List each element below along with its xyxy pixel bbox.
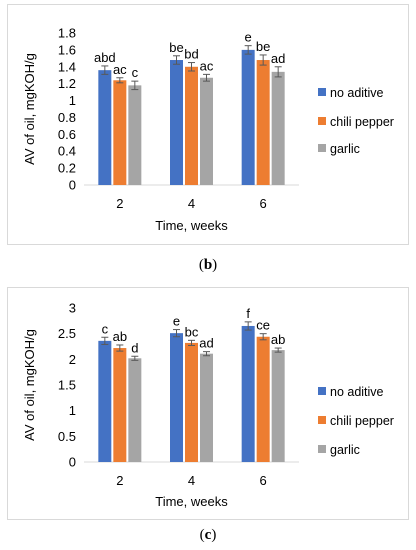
y-tick-label-b-7: 1.4 bbox=[58, 59, 76, 74]
chart-panel-c: 0 0.5 1 1.5 2 2.5 3 2 c ab d 4 e bc ad 6 f ce ab Time, week… bbox=[7, 287, 409, 520]
bar-b-0-2 bbox=[241, 49, 255, 186]
bar-b-1-0 bbox=[113, 80, 127, 185]
y-tick-label-b-4: 0.8 bbox=[58, 110, 76, 125]
bar-c-2-1 bbox=[200, 353, 213, 462]
y-tick-label-c-0: 0 bbox=[69, 455, 76, 470]
data-label-c-2-2: ab bbox=[271, 332, 285, 347]
legend-label-c-0: no aditive bbox=[330, 385, 384, 399]
bar-b-1-2 bbox=[256, 60, 270, 186]
bar-b-0-0 bbox=[98, 70, 112, 185]
caption-b: (b) bbox=[198, 257, 218, 273]
legend-label-b-1: chili pepper bbox=[330, 115, 394, 129]
data-label-c-0-2: f bbox=[246, 306, 250, 321]
data-label-b-1-2: be bbox=[256, 39, 270, 54]
bar-c-1-0 bbox=[113, 348, 127, 462]
caption-c-letter: c bbox=[204, 527, 212, 543]
legend-label-c-2: garlic bbox=[330, 443, 360, 457]
y-axis-title-b: AV of oil, mgKOH/g bbox=[22, 53, 37, 165]
legend-swatch-c-0 bbox=[318, 387, 326, 395]
y-tick-label-b-3: 0.6 bbox=[58, 127, 76, 142]
legend-swatch-c-2 bbox=[318, 445, 326, 453]
data-label-c-1-0: ab bbox=[113, 329, 127, 344]
x-tick-label-c-0: 2 bbox=[116, 473, 123, 488]
bar-b-2-1 bbox=[200, 77, 213, 185]
data-label-b-1-1: bd bbox=[184, 47, 198, 62]
bar-c-1-2 bbox=[256, 336, 270, 462]
y-axis-title-c: AV of oil, mgKOH/g bbox=[22, 329, 37, 441]
bar-c-2-2 bbox=[271, 350, 285, 462]
data-label-c-1-1: bc bbox=[185, 324, 199, 339]
data-label-b-0-1: be bbox=[169, 40, 183, 55]
bar-b-0-1 bbox=[170, 60, 183, 186]
caption-c: (c) bbox=[199, 527, 217, 543]
data-label-c-1-2: ce bbox=[256, 318, 270, 333]
data-label-b-0-2: e bbox=[245, 30, 252, 45]
data-label-b-2-2: ad bbox=[271, 51, 285, 66]
y-tick-label-b-8: 1.6 bbox=[58, 42, 76, 57]
y-tick-label-c-1: 0.5 bbox=[58, 429, 76, 444]
data-label-b-0-0: abd bbox=[94, 50, 116, 65]
legend-label-c-1: chili pepper bbox=[330, 414, 394, 428]
y-tick-label-c-6: 3 bbox=[69, 301, 76, 316]
legend-label-b-0: no aditive bbox=[330, 86, 384, 100]
legend-label-b-2: garlic bbox=[330, 142, 360, 156]
data-label-c-0-0: c bbox=[102, 321, 109, 336]
x-axis-title-b: Time, weeks bbox=[155, 218, 228, 233]
bar-c-0-2 bbox=[241, 325, 255, 462]
bar-c-2-0 bbox=[128, 358, 142, 462]
bar-b-2-0 bbox=[128, 85, 142, 185]
bar-b-1-1 bbox=[185, 66, 198, 185]
y-tick-label-b-6: 1.2 bbox=[58, 76, 76, 91]
caption-b-letter: b bbox=[203, 257, 213, 273]
legend-swatch-b-1 bbox=[318, 117, 326, 125]
y-tick-label-c-3: 1.5 bbox=[58, 378, 76, 393]
x-tick-label-b-1: 4 bbox=[188, 196, 195, 211]
bar-c-0-1 bbox=[170, 333, 183, 462]
data-label-c-2-1: ad bbox=[199, 336, 213, 351]
y-tick-label-b-5: 1 bbox=[69, 93, 76, 108]
bar-c-0-0 bbox=[98, 340, 112, 462]
x-axis-title-c: Time, weeks bbox=[155, 494, 228, 509]
y-tick-label-b-9: 1.8 bbox=[58, 26, 76, 41]
y-tick-label-c-4: 2 bbox=[69, 352, 76, 367]
data-label-c-0-1: e bbox=[173, 314, 180, 329]
bar-c-1-1 bbox=[185, 342, 198, 462]
x-tick-label-b-2: 6 bbox=[260, 196, 267, 211]
bar-b-2-2 bbox=[271, 71, 285, 185]
y-tick-label-b-2: 0.4 bbox=[58, 144, 76, 159]
y-tick-label-b-0: 0 bbox=[69, 178, 76, 193]
y-tick-label-c-2: 1 bbox=[69, 403, 76, 418]
chart-panel-b: 0 0.2 0.4 0.6 0.8 1 1.2 1.4 1.6 1.8 2 abd ac c 4 be bd ac… bbox=[7, 4, 409, 245]
x-tick-label-b-0: 2 bbox=[116, 196, 123, 211]
data-label-c-2-0: d bbox=[131, 340, 138, 355]
legend-swatch-b-0 bbox=[318, 88, 326, 96]
data-label-b-2-0: c bbox=[132, 65, 139, 80]
y-tick-label-b-1: 0.2 bbox=[58, 161, 76, 176]
legend-swatch-c-1 bbox=[318, 416, 326, 424]
legend-swatch-b-2 bbox=[318, 144, 326, 152]
data-label-b-2-1: ac bbox=[200, 58, 214, 73]
x-tick-label-c-2: 6 bbox=[260, 473, 267, 488]
x-tick-label-c-1: 4 bbox=[188, 473, 195, 488]
data-label-b-1-0: ac bbox=[113, 62, 127, 77]
y-tick-label-c-5: 2.5 bbox=[58, 326, 76, 341]
